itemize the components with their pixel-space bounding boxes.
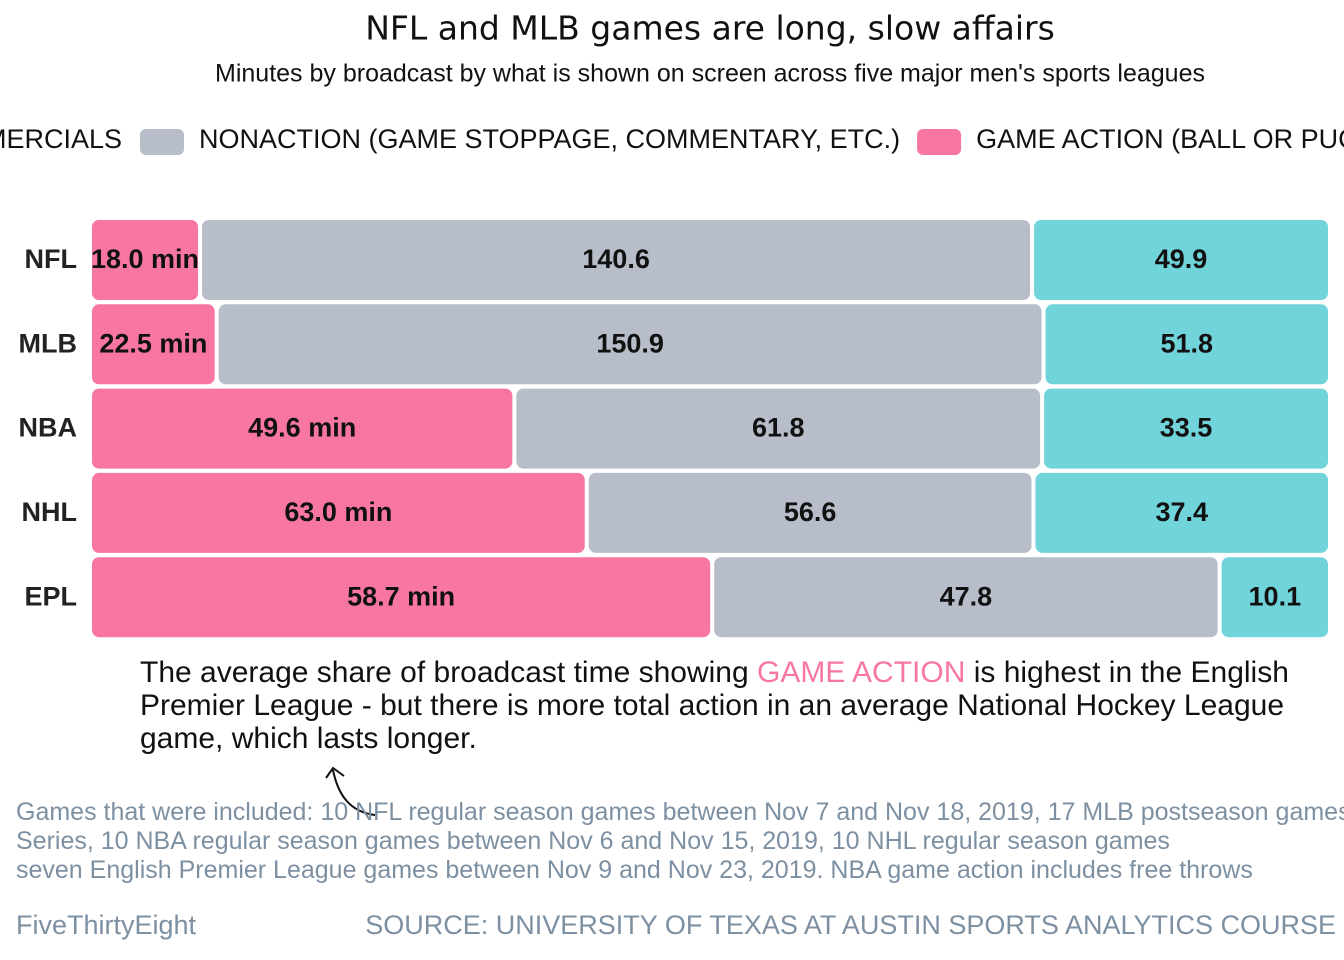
- data-label: 140.6: [582, 244, 650, 274]
- annotation-arrow: [325, 766, 376, 816]
- y-tick-label: NBA: [19, 413, 78, 443]
- legend-swatch: [917, 129, 962, 155]
- note-line: Games that were included: 10 NFL regular…: [16, 798, 1344, 826]
- bar-segment: [92, 220, 199, 300]
- chart-title: NFL and MLB games are long, slow affairs: [365, 9, 1055, 48]
- bar-segment: [1035, 472, 1328, 553]
- legend-label: COMMERCIALS: [0, 124, 122, 154]
- data-label: 51.8: [1160, 328, 1213, 358]
- annotation-text: The average share of broadcast time show…: [140, 656, 758, 689]
- data-label: 58.7 min: [347, 581, 455, 611]
- note-line: Series, 10 NBA regular season games betw…: [16, 827, 1170, 855]
- bar-segment: [92, 388, 513, 469]
- data-label: 33.5: [1160, 413, 1213, 443]
- y-tick-label: MLB: [19, 328, 77, 358]
- bar-segment: [1034, 220, 1328, 300]
- legend-label: GAME ACTION (BALL OR PUCK IN PLAY): [976, 124, 1344, 154]
- credit: FiveThirtyEight: [16, 910, 197, 940]
- annotation-highlight: GAME ACTION: [757, 656, 966, 689]
- legend-label: NONACTION (GAME STOPPAGE, COMMENTARY, ET…: [199, 124, 900, 154]
- annotation: The average share of broadcast time show…: [140, 656, 1300, 755]
- data-label: 47.8: [940, 581, 993, 611]
- bar-segment: [1045, 304, 1328, 385]
- data-label: 10.1: [1249, 581, 1302, 611]
- data-label: 49.6 min: [248, 413, 356, 443]
- bar-segment: [1221, 557, 1328, 638]
- legend-swatch: [140, 129, 184, 155]
- data-label: 49.9: [1155, 244, 1208, 274]
- data-label: 37.4: [1155, 497, 1208, 527]
- bar-segment: [92, 304, 215, 385]
- bar-segment: [516, 388, 1041, 469]
- source: SOURCE: UNIVERSITY OF TEXAS AT AUSTIN SP…: [365, 910, 1336, 940]
- note: Games that were included: 10 NFL regular…: [16, 798, 1344, 885]
- y-tick-label: NFL: [25, 244, 77, 274]
- bar-segment: [1044, 388, 1328, 469]
- annotation-text: is highest in the English Premier League…: [140, 656, 1289, 755]
- bar-segment: [588, 472, 1032, 553]
- data-label: 61.8: [752, 413, 805, 443]
- data-label: 18.0 min: [91, 244, 199, 274]
- y-tick-label: EPL: [24, 581, 77, 611]
- bar-segment: [202, 220, 1031, 300]
- bar-segment: [92, 472, 585, 553]
- data-label: 63.0 min: [284, 497, 392, 527]
- data-label: 22.5 min: [99, 328, 207, 358]
- chart-subtitle: Minutes by broadcast by what is shown on…: [215, 60, 1205, 88]
- note-line: seven English Premier League games betwe…: [16, 856, 1253, 884]
- data-label: 150.9: [596, 328, 664, 358]
- bar-segment: [218, 304, 1042, 385]
- bar-segment: [714, 557, 1218, 638]
- bar-segment: [92, 557, 711, 638]
- data-label: 56.6: [784, 497, 837, 527]
- y-tick-label: NHL: [22, 497, 78, 527]
